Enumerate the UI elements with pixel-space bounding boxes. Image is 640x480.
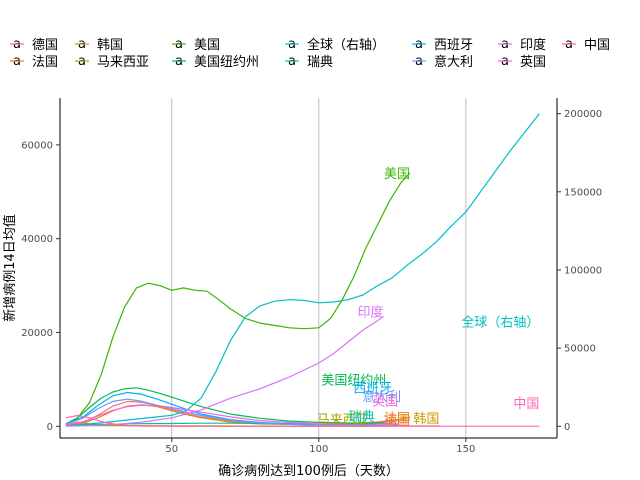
y-right-tick-label: 50000 (564, 344, 596, 355)
legend: a德国a法国 a韩国a马来西亚 a美国a美国纽约州 a全球（右轴）a瑞典 a西班牙a意大… (10, 37, 610, 70)
legend-label: 韩国 (97, 38, 123, 53)
legend-label: 意大利 (434, 54, 473, 70)
series-line (65, 172, 411, 425)
y-left-tick-label: 20000 (21, 328, 53, 339)
legend-label: 瑞典 (307, 55, 333, 70)
legend-label: 全球（右轴） (307, 37, 385, 53)
legend-label: 英国 (520, 55, 546, 70)
series-end-label: 印度 (357, 304, 383, 320)
gridlines (171, 98, 467, 438)
legend-item: a马来西亚 (75, 54, 149, 70)
axes: 50 100 150 0 20000 40000 60000 0 50000 100000 1500… (21, 98, 602, 455)
legend-item: a瑞典 (285, 54, 333, 70)
legend-label: 西班牙 (434, 38, 473, 53)
series-end-label: 中国 (513, 397, 539, 412)
y-left-tick-label: 40000 (21, 234, 53, 245)
legend-label: 印度 (520, 37, 546, 53)
series-end-label: 西班牙 (353, 381, 392, 396)
y-left-tick-label: 0 (47, 422, 53, 433)
y-right-tick-label: 150000 (564, 187, 602, 198)
y-axis-title: 新增病例14日均值 (2, 214, 18, 322)
x-tick-label: 50 (165, 444, 178, 455)
x-axis-title: 确诊病例达到100例后（天数） (218, 464, 399, 479)
legend-item: a韩国 (75, 37, 123, 53)
series-end-label: 美国 (384, 167, 410, 182)
series-line (65, 404, 399, 426)
legend-item: a中国 (562, 37, 610, 53)
y-right-tick-label: 200000 (564, 109, 602, 120)
series-end-label: 法国 (384, 411, 410, 426)
legend-label: 德国 (32, 38, 58, 53)
series-end-label: 全球（右轴） (461, 315, 539, 331)
legend-item: a英国 (498, 54, 546, 70)
legend-item: a全球（右轴） (285, 37, 385, 53)
series-line (65, 113, 540, 427)
legend-label: 法国 (32, 55, 58, 70)
series-end-label: 德国 (384, 414, 410, 429)
legend-label: 马来西亚 (97, 55, 149, 70)
legend-item: a意大利 (412, 54, 473, 70)
legend-item: a美国纽约州 (172, 54, 259, 70)
legend-label: 中国 (584, 38, 610, 53)
plot-background (60, 98, 557, 438)
legend-item: a印度 (498, 37, 546, 53)
series-end-label: 瑞典 (349, 410, 375, 425)
series-end-label: 意大利 (362, 389, 401, 405)
series-line (65, 387, 387, 425)
legend-item: a美国 (172, 37, 220, 53)
legend-item: a法国 (10, 54, 58, 70)
legend-item: a西班牙 (412, 37, 473, 53)
series-lines (65, 113, 540, 427)
y-left-tick-label: 60000 (21, 140, 53, 151)
y-right-tick-label: 100000 (564, 265, 602, 276)
legend-label: 美国 (194, 38, 220, 53)
series-line (65, 398, 402, 426)
series-end-label: 英国 (372, 394, 398, 409)
legend-item: a德国 (10, 37, 58, 53)
series-line (65, 414, 540, 427)
legend-label: 美国纽约州 (194, 55, 259, 70)
x-tick-label: 100 (309, 444, 328, 455)
y-right-tick-label: 0 (564, 422, 570, 433)
series-line (65, 315, 384, 427)
x-tick-label: 150 (456, 444, 475, 455)
series-end-label: 韩国 (413, 412, 439, 427)
series-end-label: 美国纽约州 (321, 373, 386, 388)
series-end-label: 马来西亚 (317, 413, 369, 428)
